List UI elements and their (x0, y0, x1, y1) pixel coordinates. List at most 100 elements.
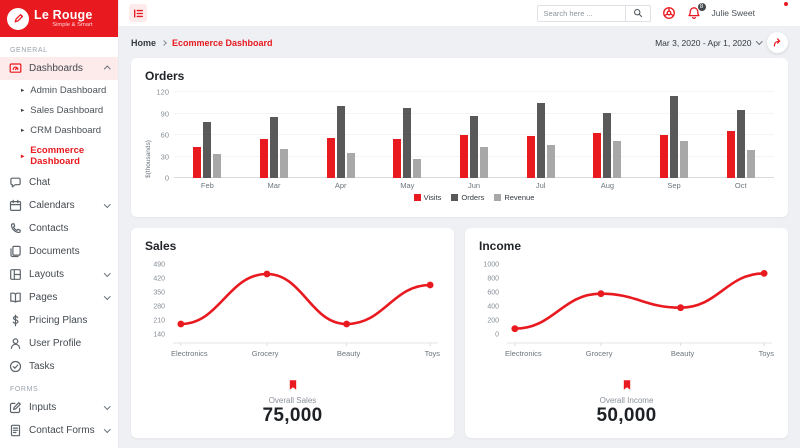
user-icon (9, 337, 22, 350)
chevron-right-icon (161, 39, 167, 46)
sidebar-item-label: Dashboards (29, 63, 83, 74)
bookmark-icon (289, 380, 296, 390)
sales-chart: 140 210 280 350 420 490 Electronics Grocery Beau… (145, 261, 440, 359)
sidebar-item-layouts[interactable]: Layouts (0, 263, 118, 286)
bar-group-oct (707, 92, 774, 178)
x-axis: Feb Mar Apr May Jun Jul Aug Sep Oct (174, 181, 774, 190)
line-chart-svg (173, 270, 438, 346)
orders-card: Orders $(thousands) 0 30 60 90 120 Feb Mar Apr Ma… (131, 58, 788, 217)
x-axis: Electronics Grocery Beauty Toys (505, 349, 774, 359)
y-tick-label: 120 (156, 87, 169, 97)
section-label-general: GENERAL (10, 47, 48, 54)
orders-card-title: Orders (145, 69, 185, 83)
user-avatar[interactable] (766, 1, 789, 24)
sidebar-item-user-profile[interactable]: User Profile (0, 332, 118, 355)
menu-toggle-button[interactable] (129, 4, 147, 22)
y-tick-label: 800 (487, 275, 499, 283)
sales-footer: Overall Sales 75,000 (145, 373, 440, 427)
bar-group-apr (307, 92, 374, 178)
brand[interactable]: Le Rouge Simple & Smart (0, 0, 118, 37)
gridline (174, 91, 774, 92)
support-wheel-button[interactable] (662, 6, 676, 20)
chevron-up-icon (103, 66, 110, 73)
x-axis-label: Oct (734, 181, 747, 190)
x-axis-label: Toys (758, 349, 774, 358)
sidebar-subitem-ecommerce-dashboard[interactable]: ▸ Ecommerce Dashboard (0, 140, 118, 171)
search-input[interactable] (536, 4, 625, 22)
sidebar-item-inputs[interactable]: Inputs (0, 396, 118, 419)
overall-income-label: Overall Income (599, 396, 654, 405)
bar-revenue (346, 152, 355, 178)
sidebar-item-contacts[interactable]: Contacts (0, 217, 118, 240)
sidebar-subitem-crm-dashboard[interactable]: ▸ CRM Dashboard (0, 120, 118, 140)
dollar-icon (9, 314, 22, 327)
data-point-grocery (263, 270, 271, 278)
book-icon (9, 291, 22, 304)
x-axis: Electronics Grocery Beauty Toys (171, 349, 440, 359)
orders-chart: $(thousands) 0 30 60 90 120 Feb Mar Apr May Jun Jul… (145, 88, 774, 202)
bar-visits (660, 135, 669, 178)
sidebar-item-dashboards[interactable]: Dashboards (0, 57, 118, 80)
x-axis-label: Toys (424, 349, 440, 358)
y-tick-label: 0 (495, 331, 499, 339)
sidebar-item-label: Tasks (29, 361, 55, 372)
sidebar-item-label: Layouts (29, 269, 65, 280)
bar-orders (736, 109, 745, 178)
sidebar-item-label: Documents (29, 246, 80, 257)
brand-name: Le Rouge (34, 7, 93, 22)
x-axis-label: Jun (467, 181, 481, 190)
bar-revenue (480, 147, 489, 178)
y-axis-title: $(thousands) (145, 140, 152, 178)
data-point-electronics (511, 325, 519, 333)
search-box (536, 4, 651, 22)
x-axis-label: Grocery (251, 349, 279, 358)
x-axis-label: Mar (267, 181, 281, 190)
x-axis-label: Electronics (505, 349, 542, 358)
user-name[interactable]: Julie Sweet (711, 8, 755, 18)
sidebar-item-tasks[interactable]: Tasks (0, 355, 118, 378)
calendar-icon (9, 199, 22, 212)
sidebar-item-chat[interactable]: Chat (0, 171, 118, 194)
triangle-bullet-icon: ▸ (21, 87, 25, 94)
sidebar-item-pages[interactable]: Pages (0, 286, 118, 309)
layout-icon (9, 268, 22, 281)
dashboard-icon (9, 62, 22, 75)
sidebar-item-calendars[interactable]: Calendars (0, 194, 118, 217)
bar-orders (203, 122, 212, 178)
x-axis-label: Grocery (585, 349, 613, 358)
chevron-down-icon (103, 201, 110, 208)
bar-revenue (546, 145, 555, 178)
breadcrumb-home-link[interactable]: Home (131, 37, 157, 48)
notifications-button[interactable]: 8 (687, 2, 707, 20)
legend-item-revenue[interactable]: Revenue (494, 193, 534, 202)
form-icon (9, 424, 22, 437)
sidebar-subitem-sales-dashboard[interactable]: ▸ Sales Dashboard (0, 100, 118, 120)
sidebar-item-documents[interactable]: Documents (0, 240, 118, 263)
search-button[interactable] (624, 4, 651, 22)
edit-icon (9, 401, 22, 414)
sidebar: Le Rouge Simple & Smart GENERAL Dashboard… (0, 0, 119, 448)
sidebar-item-contact-forms[interactable]: Contact Forms (0, 419, 118, 442)
sidebar-subitem-admin-dashboard[interactable]: ▸ Admin Dashboard (0, 80, 118, 100)
bar-visits (393, 138, 402, 178)
chat-icon (9, 176, 22, 189)
bar-revenue (680, 140, 689, 178)
data-point-toys (426, 281, 434, 289)
data-point-electronics (177, 320, 185, 328)
sidebar-item-pricing-plans[interactable]: Pricing Plans (0, 309, 118, 332)
data-point-beauty (677, 304, 685, 312)
bar-group-jun (441, 92, 508, 178)
dashboard-content: Orders $(thousands) 0 30 60 90 120 Feb Mar Apr Ma… (119, 58, 800, 448)
y-tick-label: 490 (153, 261, 165, 269)
date-range-picker[interactable]: Mar 3, 2020 - Apr 1, 2020 (655, 37, 762, 48)
bar-revenue (746, 150, 755, 178)
task-icon (9, 360, 22, 373)
x-axis-label: Beauty (336, 349, 361, 358)
income-chart: 0 200 400 600 800 1000 Electronics Grocery Beaut… (479, 261, 774, 359)
legend-swatch (494, 194, 502, 201)
legend-item-orders[interactable]: Orders (451, 193, 484, 202)
bar-visits (526, 136, 535, 178)
export-share-button[interactable] (767, 32, 788, 53)
date-range-label: Mar 3, 2020 - Apr 1, 2020 (655, 37, 752, 48)
legend-item-visits[interactable]: Visits (413, 193, 441, 202)
